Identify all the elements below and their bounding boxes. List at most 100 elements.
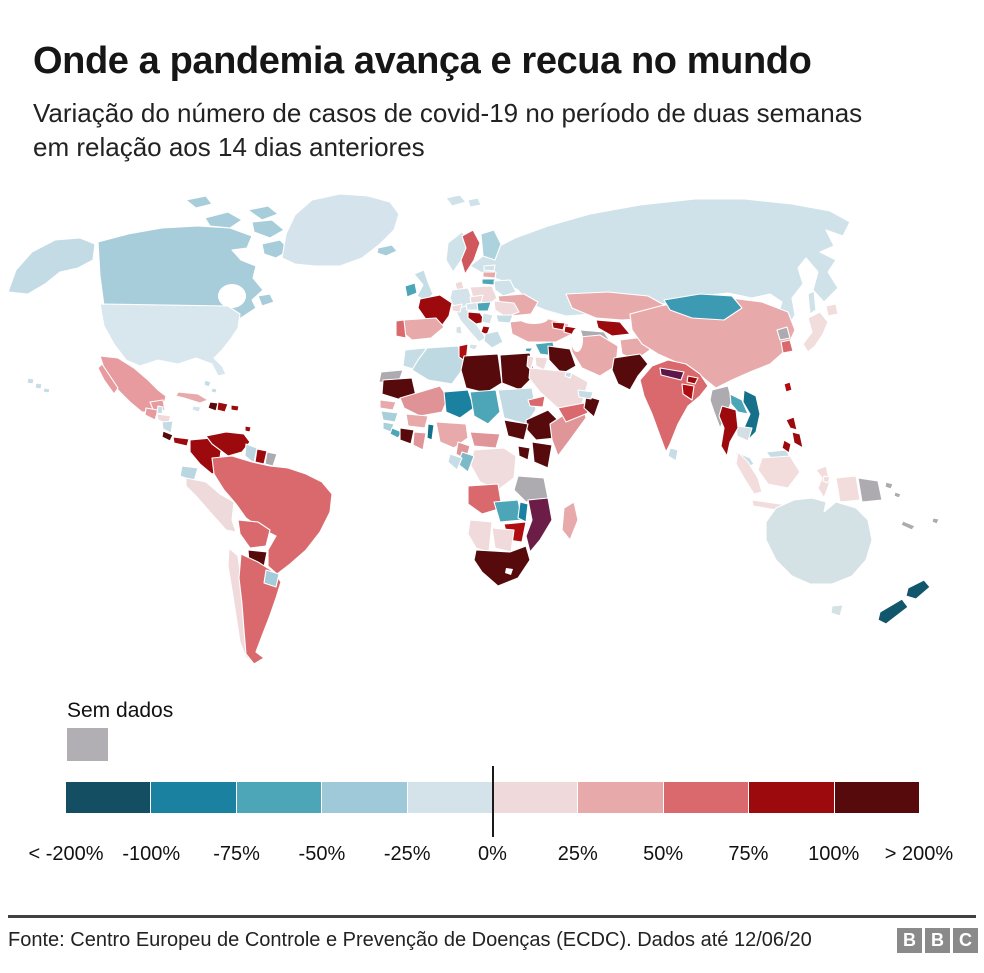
country-sudan [497, 387, 537, 425]
country-gabon [447, 453, 463, 471]
country-taiwan [783, 381, 793, 393]
country-iceland [376, 244, 398, 257]
country-bahamas [203, 379, 218, 394]
country-indonesia-papua [835, 475, 861, 503]
country-australia [765, 497, 873, 585]
country-svalbard [445, 194, 467, 207]
scale-segment [662, 782, 749, 813]
country-sweden [460, 229, 481, 275]
page-title: Onde a pandemia avança e recua no mundo [33, 40, 812, 82]
country-georgia [551, 321, 566, 331]
country-niger [443, 389, 475, 419]
bbc-logo-block: B [897, 928, 922, 953]
country-costa-rica [161, 430, 174, 442]
country-philippines [781, 416, 804, 454]
country-uzbekistan [595, 319, 631, 337]
country-uruguay [263, 569, 280, 588]
country-guinea [380, 410, 399, 423]
country-south-korea [780, 339, 794, 354]
country-indonesia-sulawesi [815, 465, 831, 499]
country-finland [480, 229, 502, 261]
scale-label: 75% [728, 843, 769, 865]
scale-label: -75% [213, 843, 260, 865]
color-scale-bar [66, 782, 920, 813]
country-hungary [476, 301, 492, 312]
country-mozambique [525, 497, 553, 553]
country-pakistan [611, 353, 649, 391]
country-greece [483, 330, 504, 349]
country-suriname [254, 448, 268, 465]
country-belize [156, 405, 164, 415]
country-jamaica [191, 405, 202, 413]
country-switzerland [451, 303, 463, 313]
country-serbia [481, 312, 494, 325]
black-sea [520, 314, 548, 324]
country-svalbard [467, 197, 482, 208]
scale-label: 50% [643, 843, 684, 865]
lesotho-gap [505, 568, 513, 575]
scale-segment [235, 782, 322, 813]
country-benin [426, 423, 435, 441]
scale-segment [321, 782, 407, 813]
bbc-logo-block: B [925, 928, 950, 953]
country-italy-sardinia [455, 325, 463, 335]
country-croatia [467, 311, 487, 325]
country-mali [399, 385, 449, 417]
country-latvia [482, 271, 497, 279]
country-drc [469, 447, 517, 491]
country-uk [413, 269, 434, 302]
country-usa [99, 303, 241, 377]
country-haiti [207, 401, 219, 412]
country-greenland [281, 193, 400, 267]
country-lithuania [481, 278, 496, 286]
country-malawi [517, 501, 529, 523]
scale-label: -50% [298, 843, 346, 865]
country-belarus [493, 279, 517, 297]
country-burkina-faso [405, 413, 429, 429]
country-eritrea [527, 395, 546, 408]
country-australia-tasmania [830, 604, 844, 617]
no-data-label: Sem dados [67, 699, 174, 722]
country-cuba [175, 391, 209, 404]
country-canada-newfoundland [257, 293, 275, 307]
country-solomon-islands [884, 481, 902, 499]
country-central-african-republic [469, 431, 501, 449]
country-nicaragua [161, 420, 174, 434]
country-new-zealand-north [905, 579, 931, 600]
country-estonia [483, 264, 496, 272]
country-indonesia-borneo [757, 455, 801, 489]
country-canada-arctic [247, 205, 279, 221]
country-cambodia [735, 425, 753, 442]
page-subtitle: Variação do número de casos de covid-19 … [33, 98, 863, 162]
country-yemen [557, 402, 589, 423]
country-indonesia-sumatra [735, 451, 763, 495]
scale-label: 25% [557, 843, 598, 865]
country-ireland [404, 282, 418, 298]
country-canada-arctic [251, 219, 285, 239]
country-papua-new-guinea [857, 477, 883, 503]
no-data-swatch [67, 728, 108, 761]
country-puerto-rico [230, 404, 240, 412]
footer-divider [8, 915, 976, 918]
country-uae [577, 389, 594, 400]
country-new-zealand-south [877, 598, 909, 625]
country-spain [400, 317, 445, 341]
country-peru [185, 477, 237, 533]
country-angola [467, 483, 503, 515]
scale-label: -100% [122, 843, 181, 865]
country-canada-arctic [185, 195, 213, 209]
country-japan-hokkaido [825, 303, 839, 317]
country-bangladesh [681, 383, 695, 401]
country-portugal [395, 319, 407, 339]
country-ghana [412, 431, 427, 451]
scale-segment [748, 782, 834, 813]
country-iraq [547, 345, 577, 375]
country-panama [172, 436, 190, 447]
country-sri-lanka [667, 447, 679, 462]
country-cyprus [524, 347, 534, 353]
country-french-guiana [264, 451, 278, 467]
scale-label: 100% [808, 843, 860, 865]
